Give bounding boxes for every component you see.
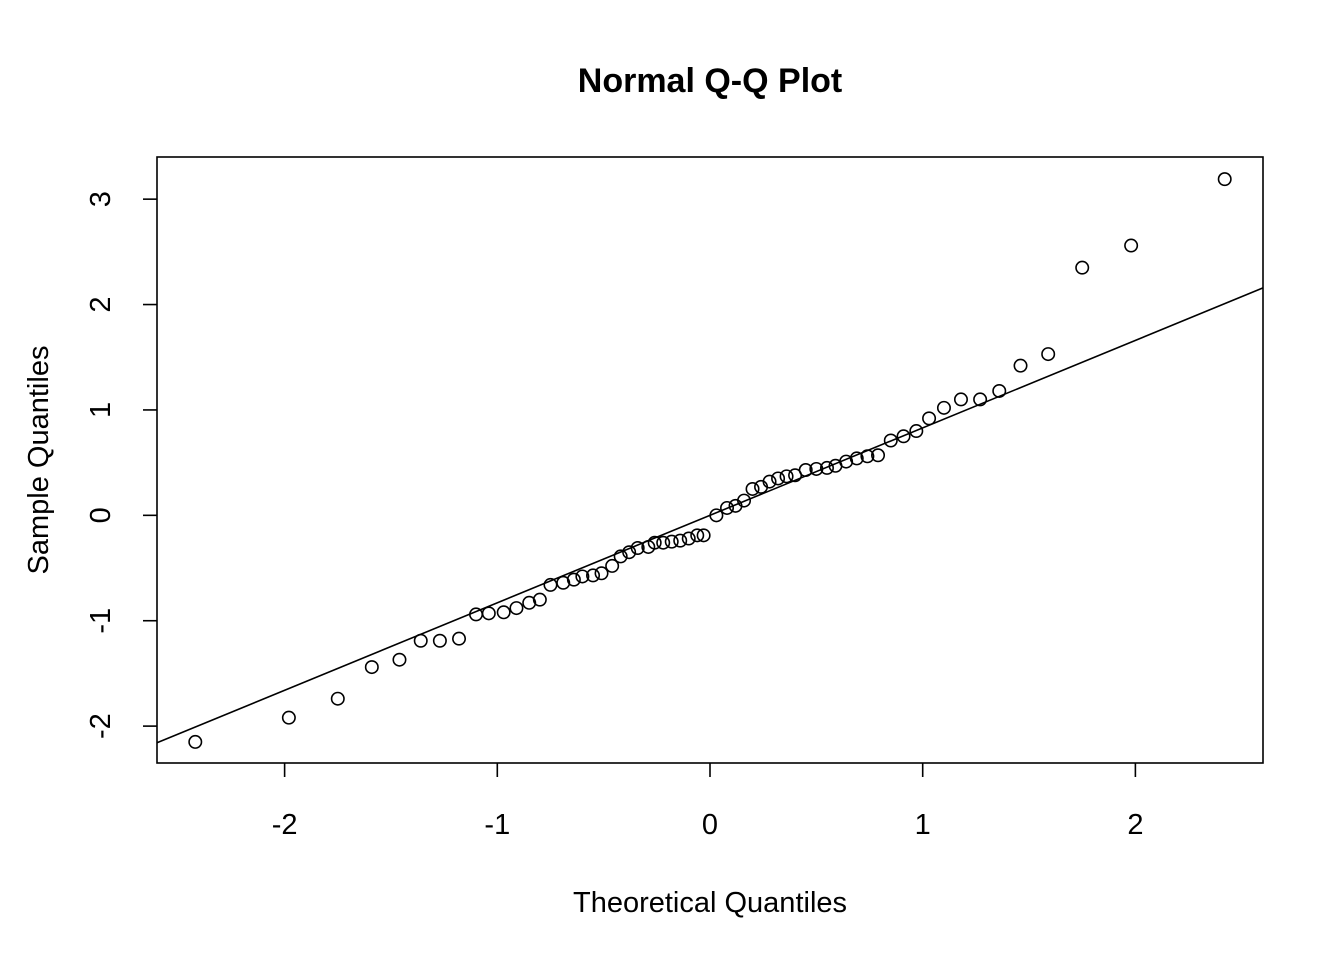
data-point: [709, 508, 724, 523]
data-point: [690, 528, 705, 543]
data-point: [973, 392, 988, 407]
data-point: [720, 500, 735, 515]
data-point: [953, 392, 968, 407]
data-point: [509, 601, 524, 616]
data-point: [532, 592, 547, 607]
data-point: [413, 633, 428, 648]
data-point: [922, 411, 937, 426]
data-point: [798, 463, 813, 478]
data-point: [281, 710, 296, 725]
data-point: [630, 541, 645, 556]
data-point: [613, 549, 628, 564]
data-point: [745, 481, 760, 496]
y-tick-label: 1: [85, 402, 117, 418]
data-point: [779, 469, 794, 484]
x-axis: -2 -1 0 1 2: [272, 763, 1143, 841]
data-point: [819, 460, 834, 475]
data-point: [656, 535, 671, 550]
data-point: [762, 474, 777, 489]
data-point: [1013, 358, 1028, 373]
x-tick-label: 2: [1127, 809, 1143, 841]
data-point: [860, 449, 875, 464]
x-tick-label: -1: [484, 809, 510, 841]
data-point: [664, 534, 679, 549]
y-tick-label: 3: [85, 191, 117, 207]
y-axis-label: Sample Quantiles: [23, 346, 55, 575]
data-point: [696, 528, 711, 543]
data-point: [1217, 172, 1232, 187]
data-point: [681, 531, 696, 546]
data-point: [871, 448, 886, 463]
data-point: [452, 631, 467, 646]
data-point: [496, 605, 511, 620]
data-point: [188, 734, 203, 749]
data-point: [771, 471, 786, 486]
data-point: [605, 558, 620, 573]
data-point: [936, 400, 951, 415]
data-point: [575, 569, 590, 584]
data-point: [622, 545, 637, 560]
data-point: [566, 572, 581, 587]
data-point: [481, 606, 496, 621]
x-tick-label: -2: [272, 809, 298, 841]
data-point: [330, 691, 345, 706]
x-axis-label: Theoretical Quantiles: [573, 887, 847, 919]
chart-title: Normal Q-Q Plot: [578, 62, 842, 100]
data-point: [909, 424, 924, 439]
data-point: [392, 652, 407, 667]
data-point: [364, 660, 379, 675]
data-point: [809, 461, 824, 476]
data-point: [1075, 260, 1090, 275]
data-point: [647, 535, 662, 550]
data-point: [1041, 347, 1056, 362]
data-point: [1124, 238, 1139, 253]
x-tick-label: 0: [702, 809, 718, 841]
data-point: [737, 493, 752, 508]
data-point: [849, 451, 864, 466]
data-point: [673, 533, 688, 548]
data-point: [594, 566, 609, 581]
y-axis: -2 -1 0 1 2 3: [85, 191, 157, 739]
y-tick-label: -2: [85, 713, 117, 739]
x-tick-label: 1: [915, 809, 931, 841]
y-tick-label: 0: [85, 507, 117, 523]
y-tick-label: -1: [85, 608, 117, 634]
plot-frame: [156, 156, 1264, 764]
data-points: [188, 172, 1232, 749]
data-point: [586, 568, 601, 583]
data-point: [432, 633, 447, 648]
data-point: [896, 429, 911, 444]
data-point: [469, 607, 484, 622]
data-point: [992, 383, 1007, 398]
y-tick-label: 2: [85, 296, 117, 312]
data-point: [883, 433, 898, 448]
